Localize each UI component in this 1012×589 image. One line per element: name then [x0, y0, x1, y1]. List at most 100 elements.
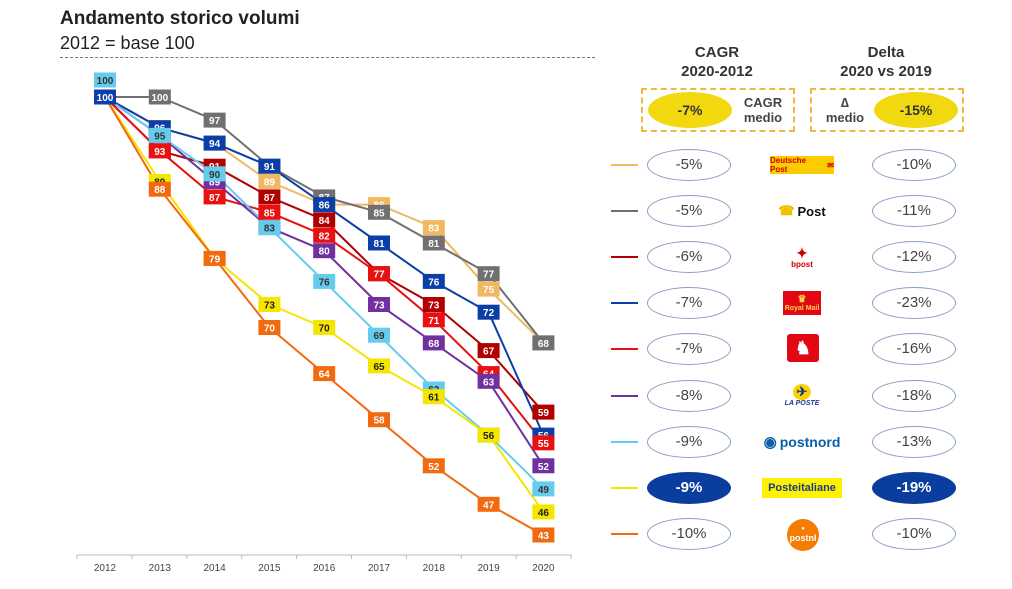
svg-text:49: 49	[538, 485, 550, 496]
logo-postnl: ● postnl	[787, 518, 819, 551]
data-label: 70	[258, 320, 281, 335]
logo-text: Royal Mail	[784, 304, 820, 312]
cagr-value-deutsche-post: -5%	[647, 149, 731, 181]
svg-text:100: 100	[97, 76, 114, 87]
data-label: 100	[148, 89, 171, 105]
legend-line-posteitaliane	[611, 486, 638, 489]
data-label: 68	[422, 335, 445, 351]
svg-text:79: 79	[209, 254, 221, 265]
data-label: 80	[313, 243, 336, 259]
svg-text:85: 85	[264, 208, 276, 219]
logo-mark-icon: ✈	[793, 384, 811, 400]
svg-text:70: 70	[319, 324, 331, 335]
svg-text:52: 52	[428, 462, 440, 473]
x-tick-label: 2013	[149, 563, 172, 574]
logo-postnord: ◉ postnord	[752, 427, 852, 457]
svg-text:73: 73	[428, 301, 440, 312]
data-label: 52	[422, 458, 445, 474]
svg-text:59: 59	[538, 408, 550, 419]
x-tick-label: 2018	[423, 563, 446, 574]
data-label: 81	[368, 235, 390, 251]
x-tick-label: 2012	[94, 563, 117, 574]
data-label: 88	[148, 181, 171, 197]
delta-header-line2: 2020 vs 2019	[840, 63, 932, 80]
svg-text:64: 64	[319, 370, 331, 381]
svg-text:76: 76	[428, 277, 440, 288]
delta-header-line1: Delta	[867, 44, 905, 61]
svg-text:82: 82	[319, 231, 331, 242]
x-tick-label: 2019	[477, 563, 500, 574]
legend-line-deutsche-post	[611, 164, 638, 166]
delta-value-post: -11%	[872, 195, 956, 228]
svg-text:68: 68	[428, 339, 440, 350]
logo-text: Post	[797, 203, 826, 219]
svg-text:94: 94	[209, 139, 221, 150]
data-label: 95	[148, 127, 171, 143]
svg-text:77: 77	[373, 270, 385, 281]
logo-post: ☎ Post	[752, 196, 852, 226]
delta-value-postnord: -13%	[872, 425, 956, 458]
logo-ctt: ♞	[787, 334, 819, 363]
delta-value-deutsche-post: -10%	[872, 149, 956, 181]
data-label: 67	[477, 343, 500, 359]
data-label: 86	[313, 197, 336, 213]
data-label: 77	[477, 266, 500, 282]
legend-line-la-poste	[611, 394, 638, 397]
svg-text:93: 93	[154, 147, 166, 158]
delta-average-label-text: medio	[825, 110, 865, 125]
data-label: 75	[477, 281, 500, 297]
data-label: 87	[203, 189, 226, 205]
logo-mark-icon: ♛	[797, 293, 807, 305]
svg-text:43: 43	[538, 531, 550, 542]
data-label: 69	[368, 327, 390, 343]
svg-text:76: 76	[319, 277, 331, 288]
svg-text:56: 56	[483, 431, 495, 442]
svg-text:86: 86	[319, 201, 331, 212]
svg-text:69: 69	[373, 331, 385, 342]
svg-text:47: 47	[483, 500, 495, 511]
svg-text:91: 91	[264, 162, 276, 173]
legend-line-ctt	[611, 348, 638, 351]
data-label: 82	[313, 227, 336, 243]
cagr-value-post: -5%	[647, 195, 731, 228]
svg-text:46: 46	[538, 508, 550, 519]
data-label: 70	[313, 320, 336, 335]
data-label: 71	[422, 312, 445, 328]
svg-text:87: 87	[264, 193, 276, 204]
svg-text:70: 70	[264, 324, 276, 335]
data-label: 97	[203, 112, 226, 128]
data-label: 68	[532, 335, 555, 351]
data-label: 61	[422, 389, 445, 405]
data-label: 91	[258, 158, 281, 174]
logo-text: Posteitaliane	[768, 481, 836, 494]
data-label: 81	[422, 235, 445, 251]
legend-line-royal-mail	[611, 302, 638, 305]
data-label: 84	[313, 212, 336, 228]
logo-mark-icon: ✉	[827, 160, 834, 170]
legend-line-post	[611, 210, 638, 213]
logo-text: Deutsche Post	[770, 156, 807, 174]
svg-text:85: 85	[373, 208, 385, 219]
data-label-start: 100	[94, 72, 116, 88]
svg-text:88: 88	[154, 185, 166, 196]
svg-text:83: 83	[428, 224, 440, 235]
svg-text:52: 52	[538, 462, 550, 473]
svg-text:58: 58	[373, 416, 385, 427]
logo-mark-icon: ♞	[794, 337, 812, 358]
svg-text:75: 75	[483, 285, 495, 296]
delta-average-box: ∆ medio -15%	[810, 88, 964, 132]
data-label: 89	[258, 174, 281, 189]
data-label: 55	[532, 435, 555, 451]
svg-text:87: 87	[209, 193, 221, 204]
delta-header: Delta 2020 vs 2019	[830, 43, 942, 81]
data-label: 52	[532, 458, 555, 474]
chart-subtitle: 2012 = base 100	[60, 33, 195, 53]
delta-value-la-poste: -18%	[872, 379, 956, 412]
logo-royal-mail: ♛ Royal Mail	[783, 291, 821, 316]
logo-bpost: ✦ bpost	[752, 242, 852, 272]
svg-text:72: 72	[483, 308, 495, 319]
logo-la-poste: ✈ LA POSTE	[752, 381, 852, 411]
svg-text:89: 89	[209, 178, 221, 189]
data-label: 79	[203, 250, 226, 266]
svg-text:100: 100	[97, 93, 114, 104]
